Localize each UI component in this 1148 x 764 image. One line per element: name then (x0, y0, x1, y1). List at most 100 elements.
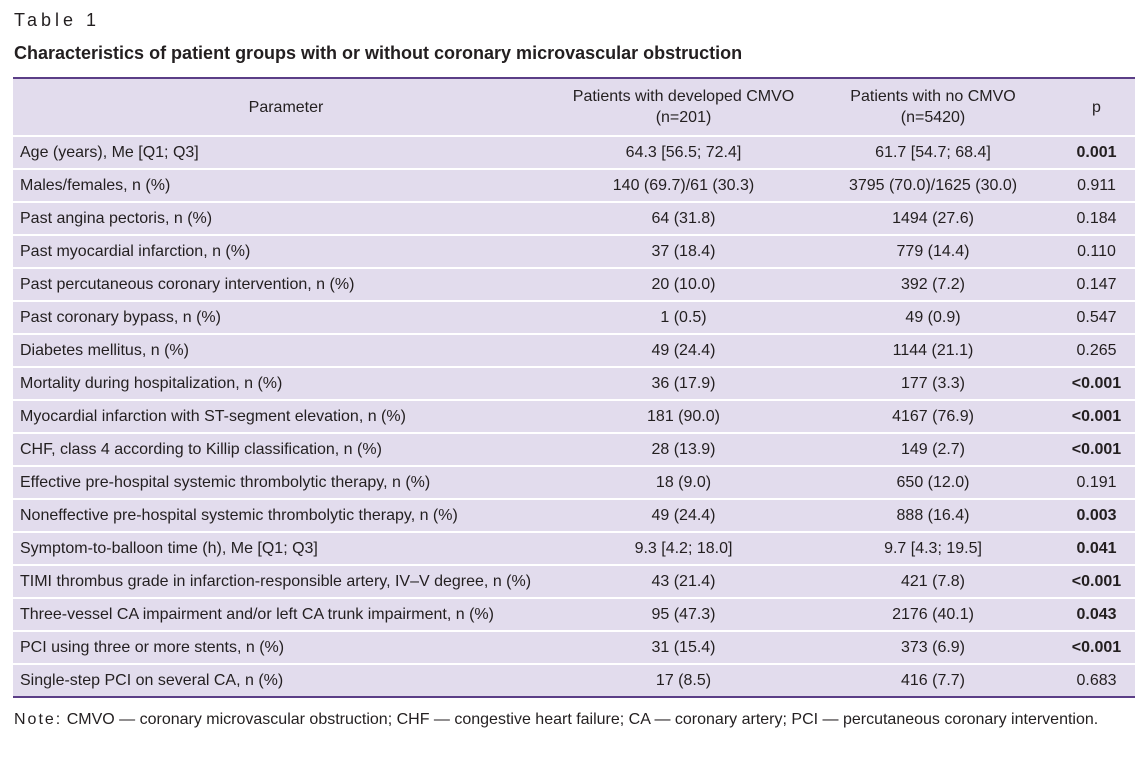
table-row: CHF, class 4 according to Killip classif… (13, 433, 1135, 467)
header-no-cmvo-group-name: Patients with no CMVO (850, 88, 1016, 105)
cell-parameter: Diabetes mellitus, n (%) (13, 334, 559, 368)
cell-parameter: CHF, class 4 according to Killip classif… (13, 433, 559, 467)
cell-p-value: 0.003 (1058, 499, 1135, 533)
cell-cmvo-value: 64.3 [56.5; 72.4] (559, 136, 808, 170)
cell-cmvo-value: 95 (47.3) (559, 598, 808, 632)
header-cmvo-group-name: Patients with developed CMVO (572, 88, 795, 105)
cell-cmvo-value: 1 (0.5) (559, 301, 808, 335)
table-row: TIMI thrombus grade in infarction-respon… (13, 565, 1135, 599)
table-row: Noneffective pre-hospital systemic throm… (13, 499, 1135, 533)
header-no-cmvo-group-n: (n=5420) (900, 109, 966, 126)
cell-no-cmvo-value: 1494 (27.6) (808, 202, 1058, 236)
cell-no-cmvo-value: 3795 (70.0)/1625 (30.0) (808, 169, 1058, 203)
cell-p-value: 0.147 (1058, 268, 1135, 302)
cell-parameter: Single-step PCI on several CA, n (%) (13, 664, 559, 698)
table-row: Three-vessel CA impairment and/or left C… (13, 598, 1135, 632)
cell-parameter: Past myocardial infarction, n (%) (13, 235, 559, 269)
cell-parameter: Age (years), Me [Q1; Q3] (13, 136, 559, 170)
cell-parameter: Noneffective pre-hospital systemic throm… (13, 499, 559, 533)
table-row: Males/females, n (%) 140 (69.7)/61 (30.3)… (13, 169, 1135, 203)
cell-parameter: Myocardial infarction with ST-segment el… (13, 400, 559, 434)
cell-cmvo-value: 49 (24.4) (559, 499, 808, 533)
cell-p-value: <0.001 (1058, 367, 1135, 401)
cell-cmvo-value: 18 (9.0) (559, 466, 808, 500)
cell-p-value: 0.110 (1058, 235, 1135, 269)
table-row: Past percutaneous coronary intervention,… (13, 268, 1135, 302)
table-row: Past myocardial infarction, n (%) 37 (18.… (13, 235, 1135, 269)
header-no-cmvo-group: Patients with no CMVO (n=5420) (808, 77, 1058, 137)
cell-no-cmvo-value: 421 (7.8) (808, 565, 1058, 599)
table-body: Age (years), Me [Q1; Q3] 64.3 [56.5; 72.4… (13, 136, 1135, 698)
cell-cmvo-value: 140 (69.7)/61 (30.3) (559, 169, 808, 203)
cell-cmvo-value: 64 (31.8) (559, 202, 808, 236)
cell-p-value: 0.683 (1058, 664, 1135, 698)
cell-no-cmvo-value: 1144 (21.1) (808, 334, 1058, 368)
cell-no-cmvo-value: 373 (6.9) (808, 631, 1058, 665)
header-cmvo-group-n: (n=201) (655, 109, 712, 126)
cell-parameter: Mortality during hospitalization, n (%) (13, 367, 559, 401)
cell-p-value: <0.001 (1058, 565, 1135, 599)
cell-parameter: Past coronary bypass, n (%) (13, 301, 559, 335)
note-text: CMVO — coronary microvascular obstructio… (66, 711, 1099, 728)
table-row: Single-step PCI on several CA, n (%) 17 (… (13, 664, 1135, 698)
cell-p-value: 0.184 (1058, 202, 1135, 236)
cell-cmvo-value: 17 (8.5) (559, 664, 808, 698)
cell-no-cmvo-value: 9.7 [4.3; 19.5] (808, 532, 1058, 566)
cell-cmvo-value: 28 (13.9) (559, 433, 808, 467)
cell-cmvo-value: 37 (18.4) (559, 235, 808, 269)
cell-cmvo-value: 9.3 [4.2; 18.0] (559, 532, 808, 566)
cell-cmvo-value: 181 (90.0) (559, 400, 808, 434)
table-row: PCI using three or more stents, n (%) 31 … (13, 631, 1135, 665)
table-row: Past coronary bypass, n (%) 1 (0.5) 49 (0.… (13, 301, 1135, 335)
cell-cmvo-value: 36 (17.9) (559, 367, 808, 401)
cell-cmvo-value: 43 (21.4) (559, 565, 808, 599)
header-row: Parameter Patients with developed CMVO (… (13, 77, 1135, 137)
table-title: Characteristics of patient groups with o… (14, 43, 743, 63)
table-row: Effective pre-hospital systemic thrombol… (13, 466, 1135, 500)
cell-parameter: Effective pre-hospital systemic thrombol… (13, 466, 559, 500)
characteristics-table: Parameter Patients with developed CMVO (… (13, 77, 1135, 698)
cell-parameter: Past percutaneous coronary intervention,… (13, 268, 559, 302)
cell-p-value: 0.191 (1058, 466, 1135, 500)
cell-parameter: Symptom-to-balloon time (h), Me [Q1; Q3] (13, 532, 559, 566)
note-label: Note: (14, 711, 63, 728)
cell-no-cmvo-value: 392 (7.2) (808, 268, 1058, 302)
cell-p-value: <0.001 (1058, 631, 1135, 665)
header-parameter: Parameter (13, 77, 559, 137)
cell-p-value: 0.001 (1058, 136, 1135, 170)
cell-parameter: Three-vessel CA impairment and/or left C… (13, 598, 559, 632)
cell-p-value: <0.001 (1058, 433, 1135, 467)
table-header: Parameter Patients with developed CMVO (… (13, 77, 1135, 137)
cell-cmvo-value: 20 (10.0) (559, 268, 808, 302)
cell-p-value: <0.001 (1058, 400, 1135, 434)
table-row: Mortality during hospitalization, n (%) 3… (13, 367, 1135, 401)
table-row: Past angina pectoris, n (%) 64 (31.8) 1494… (13, 202, 1135, 236)
cell-p-value: 0.547 (1058, 301, 1135, 335)
cell-parameter: PCI using three or more stents, n (%) (13, 631, 559, 665)
cell-no-cmvo-value: 4167 (76.9) (808, 400, 1058, 434)
table-row: Age (years), Me [Q1; Q3] 64.3 [56.5; 72.4… (13, 136, 1135, 170)
cell-parameter: TIMI thrombus grade in infarction-respon… (13, 565, 559, 599)
table-label: Table 1 (14, 10, 101, 30)
cell-no-cmvo-value: 149 (2.7) (808, 433, 1058, 467)
cell-no-cmvo-value: 2176 (40.1) (808, 598, 1058, 632)
table-row: Diabetes mellitus, n (%) 49 (24.4) 1144 (2… (13, 334, 1135, 368)
cell-no-cmvo-value: 650 (12.0) (808, 466, 1058, 500)
cell-p-value: 0.911 (1058, 169, 1135, 203)
cell-no-cmvo-value: 49 (0.9) (808, 301, 1058, 335)
cell-p-value: 0.265 (1058, 334, 1135, 368)
cell-no-cmvo-value: 61.7 [54.7; 68.4] (808, 136, 1058, 170)
cell-p-value: 0.041 (1058, 532, 1135, 566)
cell-no-cmvo-value: 779 (14.4) (808, 235, 1058, 269)
table-note: Note: CMVO — coronary microvascular obst… (14, 707, 1138, 733)
cell-no-cmvo-value: 416 (7.7) (808, 664, 1058, 698)
table-row: Myocardial infarction with ST-segment el… (13, 400, 1135, 434)
cell-p-value: 0.043 (1058, 598, 1135, 632)
cell-parameter: Past angina pectoris, n (%) (13, 202, 559, 236)
table-row: Symptom-to-balloon time (h), Me [Q1; Q3]… (13, 532, 1135, 566)
cell-cmvo-value: 49 (24.4) (559, 334, 808, 368)
cell-cmvo-value: 31 (15.4) (559, 631, 808, 665)
cell-no-cmvo-value: 888 (16.4) (808, 499, 1058, 533)
header-p-value: p (1058, 77, 1135, 137)
cell-parameter: Males/females, n (%) (13, 169, 559, 203)
